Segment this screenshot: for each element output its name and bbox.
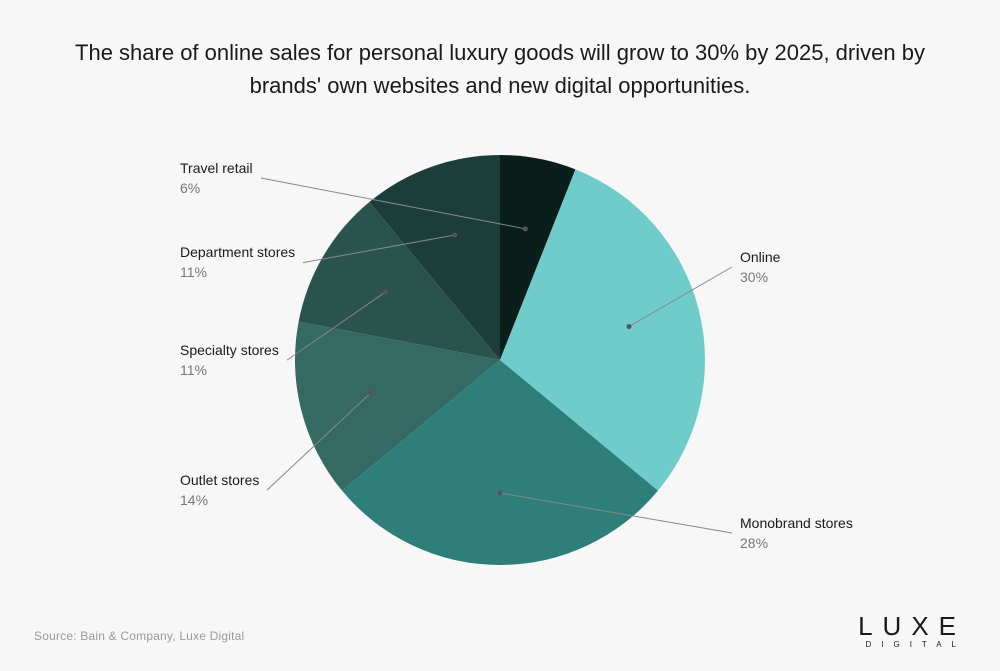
label-online: Online30% bbox=[740, 247, 780, 288]
label-outlet: Outlet stores14% bbox=[180, 470, 259, 511]
pie-svg bbox=[295, 155, 705, 565]
source-citation: Source: Bain & Company, Luxe Digital bbox=[34, 629, 244, 643]
label-name-outlet: Outlet stores bbox=[180, 470, 259, 490]
brand-logo: LUXE DIGITAL bbox=[858, 611, 966, 649]
chart-title: The share of online sales for personal l… bbox=[60, 36, 940, 102]
label-value-department: 11% bbox=[180, 262, 295, 282]
label-value-specialty: 11% bbox=[180, 360, 279, 380]
pie-chart bbox=[295, 155, 705, 565]
brand-logo-sub: DIGITAL bbox=[858, 640, 966, 649]
label-department: Department stores11% bbox=[180, 242, 295, 283]
label-value-outlet: 14% bbox=[180, 490, 259, 510]
label-name-monobrand: Monobrand stores bbox=[740, 513, 853, 533]
label-travel-retail: Travel retail6% bbox=[180, 158, 253, 199]
label-specialty: Specialty stores11% bbox=[180, 340, 279, 381]
label-name-online: Online bbox=[740, 247, 780, 267]
label-name-travel-retail: Travel retail bbox=[180, 158, 253, 178]
label-name-department: Department stores bbox=[180, 242, 295, 262]
label-value-online: 30% bbox=[740, 267, 780, 287]
brand-logo-main: LUXE bbox=[858, 611, 966, 642]
label-name-specialty: Specialty stores bbox=[180, 340, 279, 360]
label-monobrand: Monobrand stores28% bbox=[740, 513, 853, 554]
label-value-travel-retail: 6% bbox=[180, 178, 253, 198]
label-value-monobrand: 28% bbox=[740, 533, 853, 553]
